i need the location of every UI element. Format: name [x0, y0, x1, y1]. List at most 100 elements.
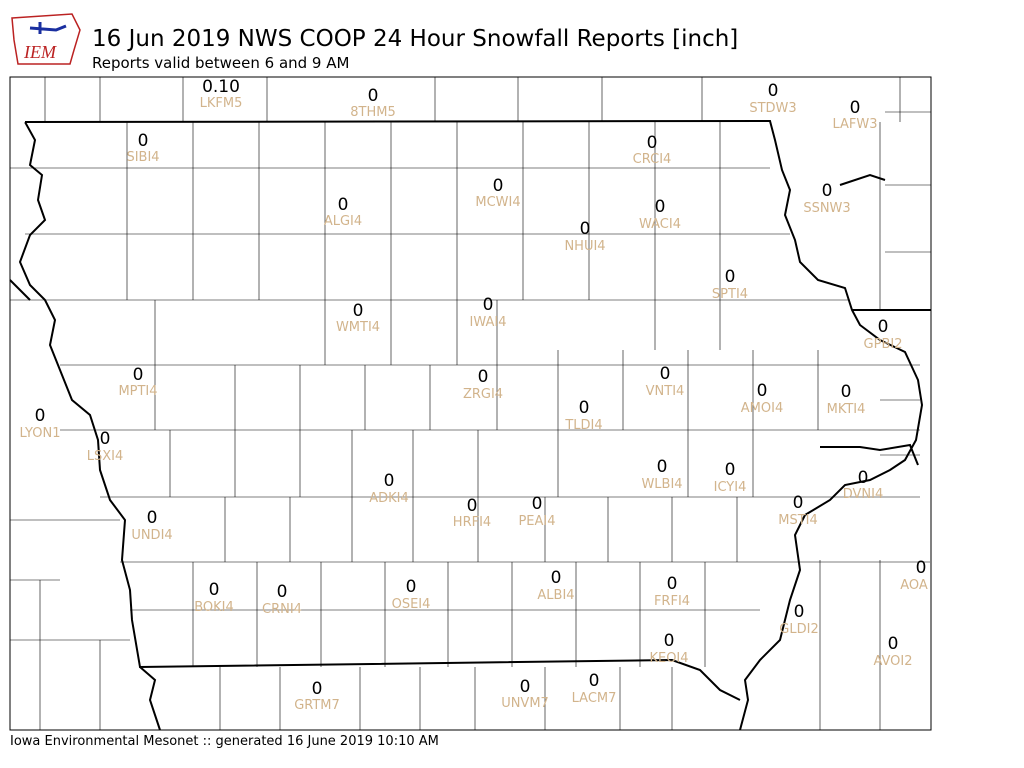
station-id: HRFI4: [453, 515, 491, 530]
station-id: LKFM5: [200, 96, 243, 111]
snowfall-value: 0: [878, 317, 889, 337]
logo: IEM: [11, 13, 81, 65]
station-id: OSEI4: [392, 597, 431, 612]
station-id: NHUI4: [564, 239, 605, 254]
snowfall-value: 0: [133, 365, 144, 385]
logo-text: IEM: [23, 42, 57, 62]
station-id: LYON1: [20, 426, 61, 441]
snowfall-value: 0: [647, 133, 658, 153]
snowfall-value: 0: [757, 381, 768, 401]
snowfall-value: 0: [580, 219, 591, 239]
station-id: AMOI4: [741, 401, 783, 416]
station-id: AOA: [900, 578, 928, 593]
snowfall-value: 0: [664, 631, 675, 651]
station-id: IWAI4: [470, 315, 507, 330]
snowfall-value: 0: [338, 195, 349, 215]
station-id: ALBI4: [537, 588, 574, 603]
station-id: CRCI4: [633, 152, 672, 167]
station-id: KEOI4: [649, 651, 688, 666]
snowfall-value: 0: [483, 295, 494, 315]
snowfall-value: 0: [551, 568, 562, 588]
county-lines: [10, 77, 931, 730]
snowfall-value: 0: [312, 679, 323, 699]
station-id: ALGI4: [324, 214, 362, 229]
footer: Iowa Environmental Mesonet :: generated …: [10, 734, 439, 749]
basemap: [9, 76, 932, 731]
snowfall-value: 0: [667, 574, 678, 594]
station-id: WMTI4: [336, 320, 380, 335]
station-id: BOKI4: [194, 600, 234, 615]
snowfall-value: 0: [589, 671, 600, 691]
snowfall-value: 0: [406, 577, 417, 597]
snowfall-value: 0: [822, 181, 833, 201]
station-id: GPBI2: [864, 337, 903, 352]
snowfall-value: 0: [916, 558, 927, 578]
snowfall-value: 0: [841, 382, 852, 402]
station-id: LSXI4: [87, 449, 124, 464]
subtitle: Reports valid between 6 and 9 AM: [92, 54, 349, 72]
snowfall-value: 0: [579, 398, 590, 418]
station-id: ZRGI4: [463, 387, 503, 402]
station-id: WLBI4: [641, 477, 682, 492]
snowfall-value: 0: [147, 508, 158, 528]
station-id: DVNI4: [843, 487, 884, 502]
station-id: 8THM5: [350, 105, 395, 120]
station-id: MSTI4: [778, 513, 818, 528]
snowfall-value: 0: [35, 406, 46, 426]
snowfall-value: 0.10: [202, 77, 240, 97]
snowfall-value: 0: [660, 364, 671, 384]
station-id: SSNW3: [803, 201, 850, 216]
snowfall-value: 0: [725, 267, 736, 287]
snowfall-value: 0: [850, 98, 861, 118]
logo-mark: [29, 22, 67, 34]
station-id: ADKI4: [369, 491, 409, 506]
snowfall-value: 0: [793, 493, 804, 513]
snowfall-value: 0: [277, 582, 288, 602]
station-id: SIBI4: [126, 150, 159, 165]
snowfall-value: 0: [858, 468, 869, 488]
snowfall-value: 0: [493, 176, 504, 196]
station-id: UNVM7: [501, 696, 549, 711]
snowfall-value: 0: [768, 81, 779, 101]
station-id: LAFW3: [832, 117, 877, 132]
snowfall-value: 0: [657, 457, 668, 477]
station-id: GRTM7: [294, 698, 340, 713]
snowfall-value: 0: [368, 86, 379, 106]
snowfall-value: 0: [888, 634, 899, 654]
snowfall-value: 0: [478, 367, 489, 387]
station-id: MCWI4: [475, 195, 520, 210]
station-id: MPTI4: [118, 384, 157, 399]
station-id: PEAI4: [518, 514, 555, 529]
snowfall-value: 0: [100, 429, 111, 449]
